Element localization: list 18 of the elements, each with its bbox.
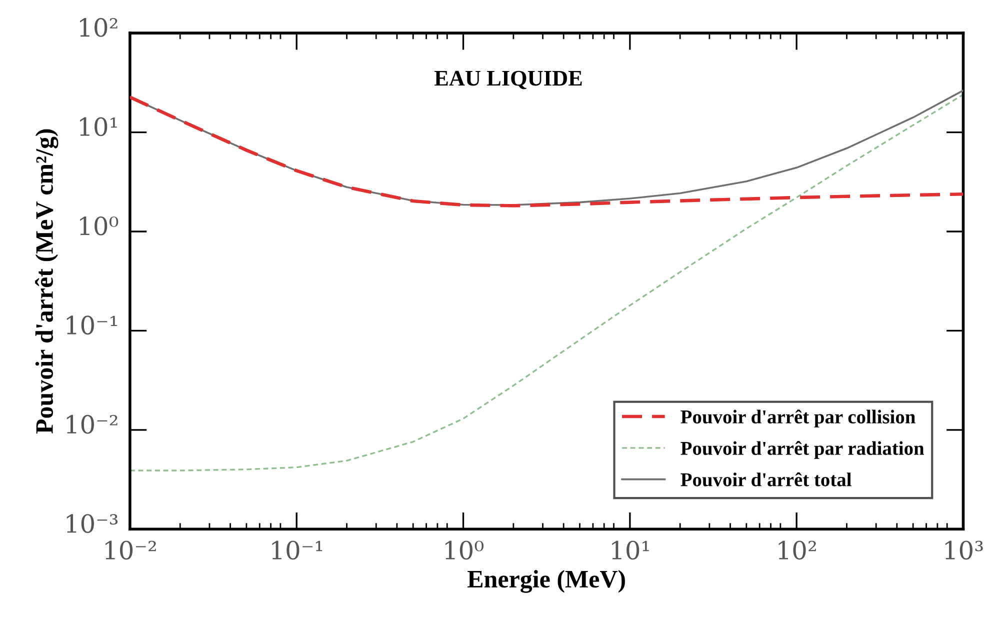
x-axis-title: Energie (MeV) — [468, 570, 625, 593]
text: EAU LIQUIDE — [434, 70, 582, 90]
x-tick-label: 10¹ — [612, 540, 649, 560]
x-tick-label: 10⁻¹ — [272, 540, 322, 560]
legend-label: Pouvoir d'arrêt par collision — [680, 410, 916, 428]
legend-label: Pouvoir d'arrêt par radiation — [680, 441, 924, 459]
x-tick-label: 10⁰ — [445, 540, 484, 560]
legend-label: Pouvoir d'arrêt total — [680, 472, 852, 486]
y-tick-label: 10⁻¹ — [66, 316, 117, 335]
y-tick-label: 10⁻³ — [66, 514, 118, 534]
x-tick-label: 10³ — [945, 540, 983, 560]
y-tick-label: 10⁰ — [80, 216, 118, 236]
x-tick-label: 10² — [778, 540, 816, 560]
y-tick-label: 10⁻² — [66, 414, 118, 434]
x-tick-label: 10⁻² — [105, 540, 156, 560]
y-tick-label: 10¹ — [80, 117, 117, 136]
y-tick-label: 10² — [80, 18, 118, 37]
y-axis-title: Pouvoir d'arrêt (MeV cm²/g) — [35, 129, 58, 434]
